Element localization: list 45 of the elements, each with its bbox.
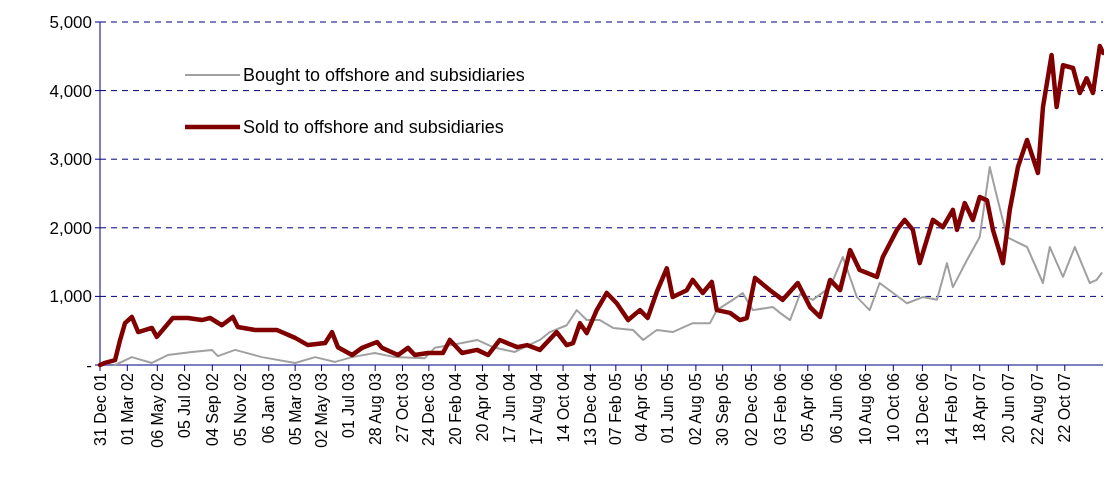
legend-label: Sold to offshore and subsidiaries: [243, 117, 504, 138]
x-tick-label: 06 Jan 03: [260, 372, 278, 444]
x-tick-label: 05 Jul 02: [176, 372, 194, 438]
x-tick-label: 07 Feb 05: [607, 372, 625, 446]
x-tick-label: 24 Dec 03: [420, 372, 438, 446]
x-tick-label: 20 Feb 04: [446, 372, 464, 446]
x-tick-label: 06 Jun 06: [827, 372, 845, 444]
y-tick-label: 4,000: [49, 81, 92, 101]
x-tick-label: 03 Feb 06: [771, 372, 789, 446]
x-tick-label: 30 Sep 05: [714, 372, 732, 446]
x-tick-label: 20 Apr 04: [474, 372, 492, 442]
y-tick-label: 3,000: [49, 150, 92, 170]
x-tick-label: 27 Oct 03: [394, 372, 412, 443]
x-tick-label: 28 Aug 03: [366, 372, 384, 446]
x-tick-label: 17 Jun 04: [500, 372, 518, 444]
x-tick-label: 05 Mar 03: [286, 372, 304, 446]
x-tick-label: 31 Dec 01: [91, 372, 109, 446]
x-tick-label: 02 May 03: [313, 372, 331, 448]
x-tick-label: 02 Aug 05: [687, 372, 705, 446]
x-tick-label: 01 Jun 05: [659, 372, 677, 444]
y-tick-label: 2,000: [49, 218, 92, 238]
x-tick-label: 04 Apr 05: [632, 372, 650, 442]
x-tick-label: 06 May 02: [148, 372, 166, 448]
y-tick-label: 1,000: [49, 287, 92, 307]
line-series: [114, 166, 1103, 366]
x-tick-label: 20 Jun 07: [999, 372, 1017, 444]
x-tick-label: 05 Apr 06: [799, 372, 817, 442]
x-tick-label: 14 Oct 04: [554, 372, 572, 443]
legend-label: Bought to offshore and subsidiaries: [243, 65, 525, 86]
x-tick-label: 18 Apr 07: [971, 372, 989, 442]
x-tick-label: 13 Dec 04: [581, 372, 599, 446]
x-tick-label: 17 Aug 04: [528, 372, 546, 446]
x-tick-label: 05 Nov 02: [232, 372, 250, 446]
x-tick-label: 02 Dec 05: [742, 372, 760, 446]
x-tick-label: 04 Sep 02: [203, 372, 221, 446]
y-tick-label: -: [86, 355, 92, 375]
x-tick-label: 01 Mar 02: [118, 372, 136, 446]
x-tick-label: 01 Jul 03: [340, 372, 358, 438]
x-tick-label: 10 Oct 06: [884, 372, 902, 443]
x-tick-label: 22 Oct 07: [1056, 372, 1074, 443]
x-tick-label: 10 Aug 06: [857, 372, 875, 446]
y-tick-label: 5,000: [49, 12, 92, 32]
x-tick-label: 22 Aug 07: [1028, 372, 1046, 446]
x-tick-label: 14 Feb 07: [942, 372, 960, 446]
x-tick-label: 13 Dec 06: [914, 372, 932, 446]
